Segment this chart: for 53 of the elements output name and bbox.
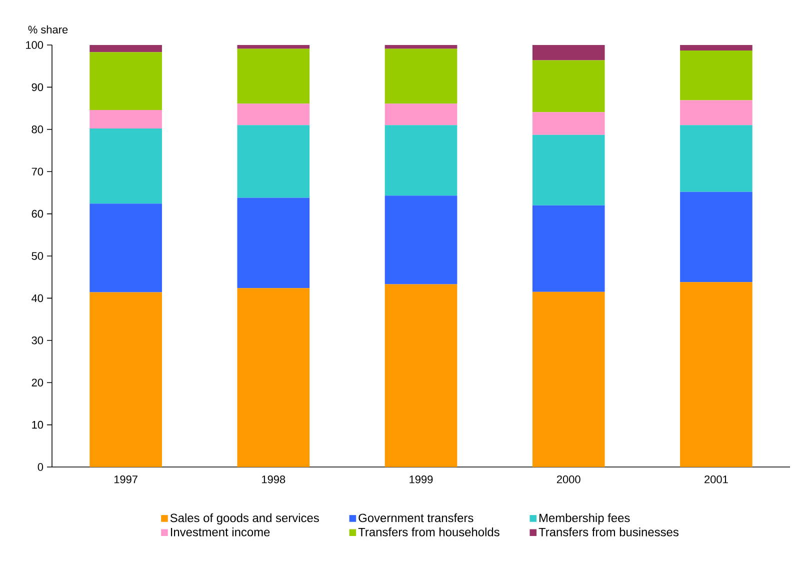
bar — [237, 104, 310, 126]
y-tick-label: 100 — [26, 41, 44, 49]
bar — [532, 205, 605, 292]
bar — [532, 112, 605, 135]
bar — [90, 128, 162, 204]
x-tick-label: 1998 — [262, 476, 286, 484]
legend-label: Transfers from households — [358, 528, 500, 536]
legend-label: Government transfers — [358, 513, 474, 522]
y-tick-label: 60 — [32, 210, 44, 218]
bar — [90, 52, 162, 110]
bar — [680, 100, 752, 126]
legend-label: Sales of goods and services — [170, 513, 319, 525]
x-tick-label: 2000 — [556, 476, 580, 484]
bar — [384, 44, 458, 49]
bar — [237, 44, 310, 49]
bar — [532, 134, 605, 206]
bar — [680, 125, 752, 192]
bar — [532, 292, 605, 467]
y-axis-title: % share — [28, 25, 68, 34]
y-tick-label: 50 — [32, 252, 44, 260]
x-tick-label: 2001 — [704, 476, 728, 484]
bar — [237, 125, 310, 198]
bar — [384, 48, 458, 104]
bar — [384, 284, 458, 467]
x-tick-label: 1997 — [114, 476, 138, 484]
bar — [384, 196, 458, 284]
bar — [680, 282, 752, 467]
legend-label: Investment income — [170, 528, 270, 536]
bar — [237, 198, 310, 288]
x-tick-label: 1999 — [410, 476, 433, 484]
bar — [237, 48, 310, 104]
y-tick-label: 20 — [32, 378, 44, 386]
y-tick-label: 40 — [32, 294, 44, 302]
y-tick-label: 70 — [32, 168, 44, 176]
bar — [90, 44, 162, 52]
y-tick-label: 30 — [32, 336, 44, 344]
bar — [90, 292, 162, 467]
bar — [384, 104, 458, 126]
bar — [680, 50, 752, 100]
bar — [384, 125, 458, 196]
legend-label: Membership fees — [540, 513, 630, 525]
bar — [237, 288, 310, 467]
y-tick-label: 10 — [32, 420, 44, 429]
bar — [532, 44, 605, 60]
y-tick-label: 90 — [32, 83, 44, 92]
legend-label: Transfers from businesses — [538, 528, 678, 536]
bar — [90, 204, 162, 292]
bar — [680, 44, 752, 50]
bar — [532, 60, 605, 112]
y-tick-label: 0 — [38, 463, 44, 471]
bar — [90, 110, 162, 129]
bar — [680, 192, 752, 282]
y-tick-label: 80 — [32, 126, 44, 134]
